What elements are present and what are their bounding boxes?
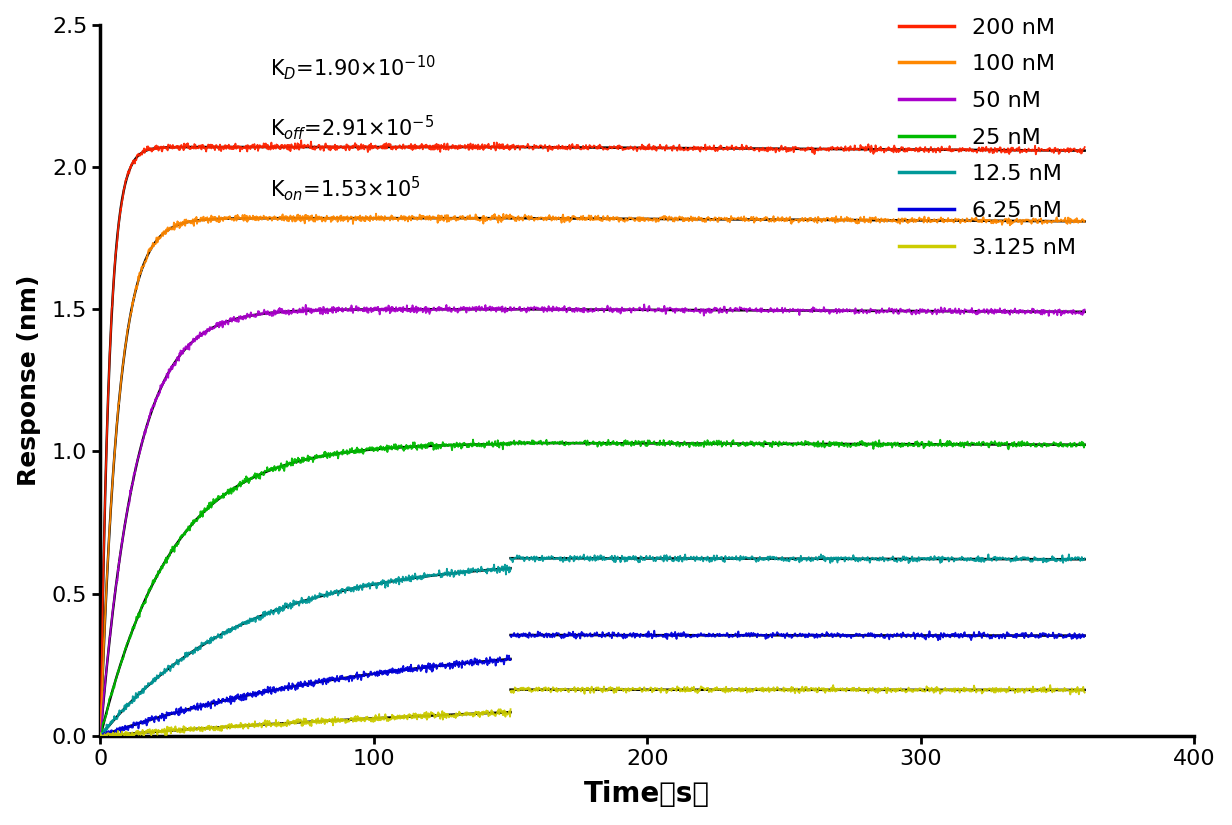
- Y-axis label: Response (nm): Response (nm): [17, 275, 41, 486]
- Text: K$_D$=1.90×10$^{-10}$: K$_D$=1.90×10$^{-10}$: [270, 53, 436, 82]
- Legend: 200 nM, 100 nM, 50 nM, 25 nM, 12.5 nM, 6.25 nM, 3.125 nM: 200 nM, 100 nM, 50 nM, 25 nM, 12.5 nM, 6…: [899, 17, 1076, 257]
- Text: K$_{off}$=2.91×10$^{-5}$: K$_{off}$=2.91×10$^{-5}$: [270, 114, 434, 143]
- X-axis label: Time（s）: Time（s）: [584, 780, 710, 808]
- Text: K$_{on}$=1.53×10$^{5}$: K$_{on}$=1.53×10$^{5}$: [270, 174, 421, 203]
